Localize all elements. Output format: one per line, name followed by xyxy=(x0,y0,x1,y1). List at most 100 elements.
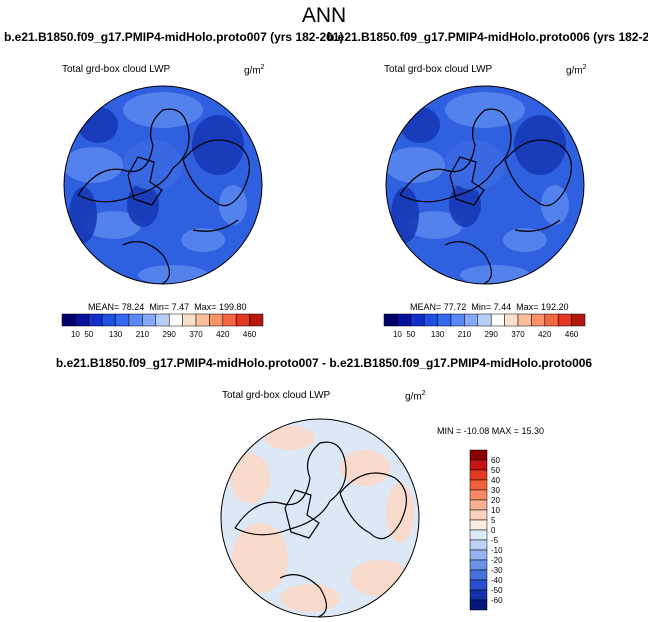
cloud-patch xyxy=(138,265,208,284)
cloud-patch xyxy=(69,187,97,243)
colorbar-3-box xyxy=(469,489,488,501)
colorbar-1-box xyxy=(142,313,157,327)
panel-1-units: g/m2 xyxy=(244,64,265,77)
colorbar-3-tick-label: 0 xyxy=(491,526,496,535)
colorbar-2-box xyxy=(571,313,586,327)
panel-1-stats: MEAN= 78.24 Min= 7.47 Max= 199.80 xyxy=(88,302,247,312)
colorbar-3-tick-label: 20 xyxy=(491,496,500,505)
colorbar-1-tick-label: 210 xyxy=(136,330,150,339)
panel-3-title: b.e21.B1850.f09_g17.PMIP4-midHolo.proto0… xyxy=(55,356,593,370)
cloud-patch xyxy=(192,115,244,175)
cloud-diff-patch xyxy=(232,523,288,593)
colorbar-2-tick-label: 10 xyxy=(393,330,402,339)
colorbar-2-box xyxy=(490,313,505,327)
main-title: ANN xyxy=(301,4,347,27)
coastline xyxy=(449,156,485,206)
colorbars-layer: 10 50 130 210 290 370 420 460 10 50 130 210 290 370 42… xyxy=(61,313,586,611)
colorbar-2-box xyxy=(504,313,519,327)
colorbar-3-tick-label: -30 xyxy=(491,566,503,575)
colorbar-1-tick-label: 420 xyxy=(216,330,230,339)
colorbar-2-box xyxy=(437,313,452,327)
colorbar-1-box xyxy=(182,313,197,327)
panel-2-variable: Total grd-box cloud LWP xyxy=(384,64,493,75)
panel-3-units: g/m2 xyxy=(405,390,426,403)
colorbar-3-tick-label: 60 xyxy=(491,456,500,465)
panel-2-stats: MEAN= 77.72 Min= 7.44 Max= 192.20 xyxy=(410,302,569,312)
cloud-patch xyxy=(460,265,530,284)
colorbar-1-box xyxy=(222,313,237,327)
map-border xyxy=(63,85,263,285)
cloud-diff-patch xyxy=(230,453,270,503)
colorbar-3-tick-label: 5 xyxy=(491,516,496,525)
colorbar-1-box xyxy=(155,313,170,327)
colorbar-3-tick-label: -10 xyxy=(491,546,503,555)
colorbar-1-box xyxy=(75,313,90,327)
colorbar-2-box xyxy=(557,313,572,327)
colorbar-3-tick-label: 40 xyxy=(491,476,500,485)
cloud-diff-patch xyxy=(280,584,340,612)
coastline xyxy=(182,139,250,207)
colorbar-1-box xyxy=(88,313,103,327)
polar-map-2 xyxy=(386,86,584,284)
colorbar-3-tick-label: -5 xyxy=(491,536,499,545)
coastline xyxy=(234,441,347,536)
colorbar-3-box xyxy=(469,509,488,521)
colorbar-3-tick-label: 30 xyxy=(491,486,500,495)
colorbar-1-tick-label: 370 xyxy=(189,330,203,339)
coastline xyxy=(284,489,320,539)
coastline xyxy=(444,241,492,284)
cloud-patch xyxy=(407,211,463,239)
maps-layer xyxy=(63,85,585,618)
cloud-patch xyxy=(181,228,225,252)
coastline xyxy=(192,219,239,232)
colorbar-2-tick-label: 290 xyxy=(485,330,499,339)
cloud-patch xyxy=(503,228,547,252)
colorbar-1-box xyxy=(101,313,116,327)
colorbar-1-tick-label: 460 xyxy=(243,330,257,339)
colorbar-3-box xyxy=(469,539,488,551)
colorbar-2-box xyxy=(410,313,425,327)
colorbar-1-box xyxy=(249,313,264,327)
coastline xyxy=(399,108,512,203)
colorbar-1-box xyxy=(115,313,130,327)
colorbar-2-box xyxy=(517,313,532,327)
colorbar-1-box xyxy=(61,313,76,327)
colorbar-1-tick-label: 10 xyxy=(71,330,80,339)
colorbar-2-tick-label: 130 xyxy=(431,330,445,339)
panel-3-variable: Total grd-box cloud LWP xyxy=(222,390,331,401)
colorbar-2-box xyxy=(544,313,559,327)
colorbar-1-tick-label: 50 xyxy=(84,330,93,339)
coastline xyxy=(339,472,407,540)
panel-2-units: g/m2 xyxy=(566,64,587,77)
colorbar-2-box xyxy=(423,313,438,327)
colorbar-3-box xyxy=(469,579,488,591)
cloud-patch xyxy=(514,115,566,175)
cloud-diff-patch xyxy=(386,483,414,543)
colorbar-3-box xyxy=(469,559,488,571)
colorbar-1-box xyxy=(195,313,210,327)
cloud-diff-patch xyxy=(265,426,315,450)
coastline xyxy=(504,139,572,207)
colorbar-2-tick-label: 370 xyxy=(511,330,525,339)
panel-2-title: b.e21.B1850.f09_g17.PMIP4-midHolo.proto0… xyxy=(327,30,648,44)
colorbar-3-tick-label: 50 xyxy=(491,466,500,475)
colorbar-3-box xyxy=(469,529,488,541)
cloud-patch xyxy=(391,187,419,243)
polar-map-3 xyxy=(221,419,419,617)
cloud-diff-patch xyxy=(350,560,410,596)
panel-3-stats: MIN = -10.08 MAX = 15.30 xyxy=(437,426,545,436)
colorbar-3-tick-label: 10 xyxy=(491,506,500,515)
colorbar-3-tick-label: -40 xyxy=(491,576,503,585)
colorbar-1-tick-label: 130 xyxy=(109,330,123,339)
colorbar-1-box xyxy=(128,313,143,327)
map-border xyxy=(220,418,420,618)
colorbar-3-tick-label: -20 xyxy=(491,556,503,565)
colorbar-2-tick-label: 420 xyxy=(538,330,552,339)
panel-1-title: b.e21.B1850.f09_g17.PMIP4-midHolo.proto0… xyxy=(4,30,344,44)
colorbar-2-tick-label: 210 xyxy=(458,330,472,339)
colorbar-2-box xyxy=(450,313,465,327)
colorbar-2-box xyxy=(477,313,492,327)
colorbar-1-box xyxy=(209,313,224,327)
colorbar-3-box xyxy=(469,589,488,601)
